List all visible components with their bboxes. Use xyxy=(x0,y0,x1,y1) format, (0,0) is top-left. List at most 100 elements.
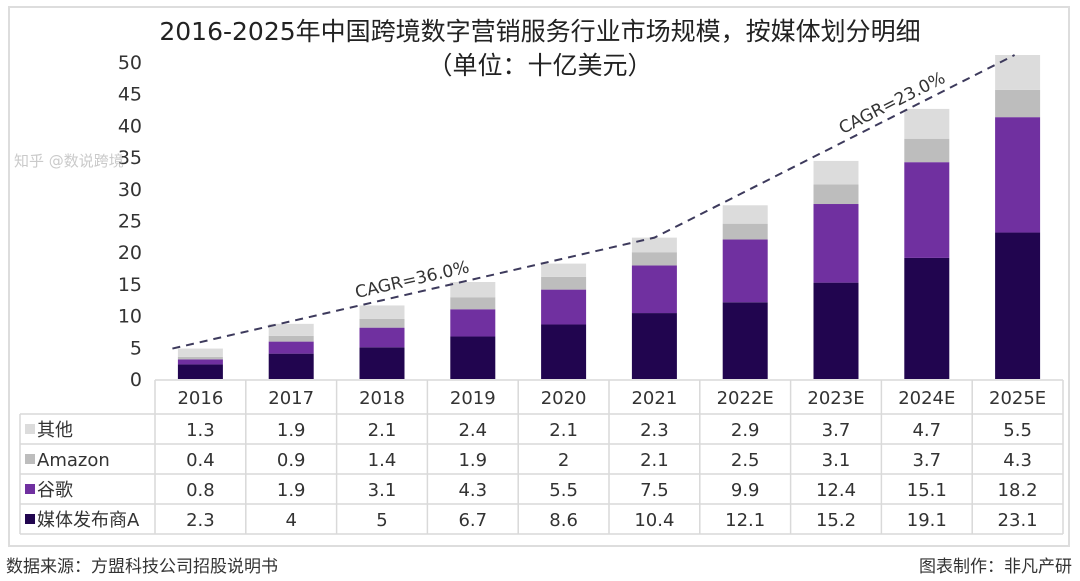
table-cell-value: 2.1 xyxy=(549,420,578,441)
table-cell-value: 15.2 xyxy=(816,510,856,531)
bar-segment xyxy=(813,282,859,379)
chart-credit: 图表制作：非凡产研 xyxy=(919,557,1072,577)
x-category-label: 2017 xyxy=(268,388,314,409)
bar-segment xyxy=(359,327,405,348)
bar-segment xyxy=(904,108,950,139)
y-tick-label: 35 xyxy=(118,147,142,169)
x-category-label: 2022E xyxy=(717,388,774,409)
table-cell-value: 7.5 xyxy=(640,480,669,501)
legend-series-label: 媒体发布商A xyxy=(37,510,140,531)
x-category-label: 2023E xyxy=(807,388,864,409)
bar-segment xyxy=(722,223,768,240)
table-cell-value: 1.3 xyxy=(186,420,215,441)
y-tick-label: 30 xyxy=(118,179,142,201)
bar-segment xyxy=(813,160,859,185)
table-cell-value: 0.9 xyxy=(277,450,306,471)
x-category-label: 2019 xyxy=(450,388,496,409)
table-cell-value: 3.1 xyxy=(368,480,397,501)
bar-segment xyxy=(268,353,314,379)
bar-segment xyxy=(722,302,768,379)
table-cell-value: 3.1 xyxy=(822,450,851,471)
bar-segment xyxy=(541,276,587,290)
legend-swatch xyxy=(25,484,35,494)
bar-segment xyxy=(722,239,768,303)
legend-swatch xyxy=(25,514,35,524)
x-category-label: 2016 xyxy=(177,388,223,409)
table-cell-value: 0.8 xyxy=(186,480,215,501)
bar-segment xyxy=(995,89,1041,118)
table-cell-value: 5.5 xyxy=(549,480,578,501)
table-cell-value: 18.2 xyxy=(998,480,1038,501)
cagr-trend-line xyxy=(172,54,1016,350)
table-cell-value: 12.4 xyxy=(816,480,856,501)
table-cell-value: 2.3 xyxy=(640,420,669,441)
watermark: 知乎 @数说跨境 xyxy=(14,152,124,170)
x-category-label: 2020 xyxy=(541,388,587,409)
bar-segment xyxy=(359,305,405,319)
table-cell-value: 4 xyxy=(285,510,296,531)
bar-segment xyxy=(268,335,314,342)
table-cell-value: 4.7 xyxy=(912,420,941,441)
bar-segment xyxy=(177,348,223,357)
y-tick-label: 0 xyxy=(130,369,142,391)
y-tick-label: 15 xyxy=(118,274,142,296)
bar-segment xyxy=(631,237,677,253)
bar-segment xyxy=(177,359,223,365)
table-cell-value: 4.3 xyxy=(1003,450,1032,471)
table-cell-value: 2 xyxy=(558,450,569,471)
bar-segment xyxy=(541,289,587,325)
bar-segment xyxy=(813,184,859,205)
table-cell-value: 6.7 xyxy=(458,510,487,531)
table-cell-value: 15.1 xyxy=(907,480,947,501)
table-cell-value: 5.5 xyxy=(1003,420,1032,441)
legend-swatch xyxy=(25,424,35,434)
table-cell-value: 0.4 xyxy=(186,450,215,471)
table-cell-value: 2.1 xyxy=(640,450,669,471)
table-cell-value: 9.9 xyxy=(731,480,760,501)
bar-segment xyxy=(813,204,859,283)
table-cell-value: 2.3 xyxy=(186,510,215,531)
bar-segment xyxy=(268,341,314,354)
bar-segment xyxy=(359,347,405,379)
bar-segment xyxy=(904,257,950,379)
legend-swatch xyxy=(25,454,35,464)
table-cell-value: 1.9 xyxy=(277,420,306,441)
bar-segment xyxy=(450,336,496,379)
table-cell-value: 1.9 xyxy=(277,480,306,501)
x-category-label: 2018 xyxy=(359,388,405,409)
table-cell-value: 23.1 xyxy=(998,510,1038,531)
bar-segment xyxy=(631,252,677,266)
data-source: 数据来源：方盟科技公司招股说明书 xyxy=(6,557,278,577)
legend-series-label: 谷歌 xyxy=(37,480,73,501)
x-category-label: 2021 xyxy=(631,388,677,409)
chart-subtitle: （单位：十亿美元） xyxy=(427,51,653,80)
table-cell-value: 3.7 xyxy=(912,450,941,471)
chart-title: 2016-2025年中国跨境数字营销服务行业市场规模，按媒体划分明细 xyxy=(159,17,921,46)
y-tick-label: 45 xyxy=(118,84,142,106)
x-category-label: 2025E xyxy=(989,388,1046,409)
bar-segment xyxy=(177,356,223,360)
table-cell-value: 8.6 xyxy=(549,510,578,531)
table-cell-value: 1.9 xyxy=(458,450,487,471)
bar-segment xyxy=(631,265,677,314)
table-cell-value: 19.1 xyxy=(907,510,947,531)
bar-segment xyxy=(995,55,1041,90)
bar-segment xyxy=(995,117,1041,233)
table-cell-value: 12.1 xyxy=(725,510,765,531)
bar-segment xyxy=(722,205,768,224)
y-tick-label: 40 xyxy=(118,115,142,137)
bar-segment xyxy=(450,309,496,337)
table-cell-value: 10.4 xyxy=(634,510,674,531)
bar-segment xyxy=(177,364,223,379)
bar-segment xyxy=(995,232,1041,379)
bar-segment xyxy=(904,138,950,163)
table-cell-value: 4.3 xyxy=(458,480,487,501)
table-cell-value: 5 xyxy=(376,510,387,531)
chart-frame xyxy=(8,6,1070,547)
x-category-label: 2024E xyxy=(898,388,955,409)
y-tick-label: 10 xyxy=(118,306,142,328)
table-cell-value: 2.4 xyxy=(458,420,487,441)
legend-series-label: Amazon xyxy=(37,450,110,471)
legend-series-label: 其他 xyxy=(37,420,73,441)
